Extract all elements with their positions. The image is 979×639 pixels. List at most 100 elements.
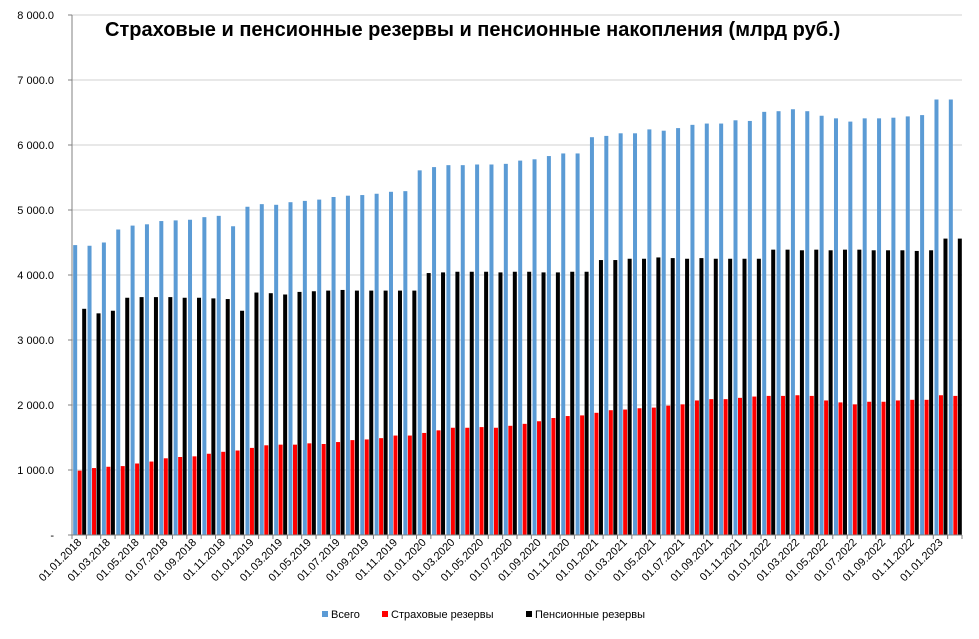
bar-total [288,202,293,535]
bar-insurance [336,442,341,535]
bar-total [862,118,867,535]
bar-pension [857,249,862,535]
bar-pension [254,292,259,535]
bar-pension [283,294,288,535]
bar-insurance [608,410,613,535]
bar-pension [96,313,101,535]
bar-total [173,220,178,535]
bar-total [776,111,781,535]
bar-insurance [221,451,226,535]
bar-total [546,156,551,536]
bar-total [403,191,408,535]
bar-total [589,137,594,535]
bar-pension [842,249,847,535]
bar-total [460,165,465,535]
bar-pension [957,238,962,535]
bar-total [475,164,480,535]
bar-insurance [666,405,671,535]
bar-total [73,245,78,535]
bar-pension [713,258,718,535]
bar-pension [125,297,130,535]
bar-insurance [522,423,527,535]
bar-insurance [881,401,886,535]
bar-pension [598,260,603,535]
bar-insurance [393,435,398,535]
bar-pension [613,260,618,535]
bar-insurance [92,468,97,535]
bar-insurance [938,395,943,535]
bar-total [101,242,106,535]
bar-insurance [163,458,168,535]
bar-total [920,115,925,535]
bar-insurance [953,395,958,535]
bar-pension [512,271,517,535]
bar-total [948,99,953,535]
bar-insurance [623,409,628,535]
bar-total [690,124,695,535]
y-tick-labels: - 1 000.0 2 000.0 3 000.0 4 000.0 5 000.0 6 00… [17,10,72,542]
bar-insurance [637,408,642,535]
bar-pension [555,272,560,535]
legend-swatch [382,611,388,617]
bar-pension [197,297,202,535]
legend-label: Всего [331,609,360,621]
bar-pension [785,249,790,535]
bar-pension [914,250,919,535]
bar-pension [699,258,704,535]
bar-total [575,153,580,535]
bar-insurance [680,404,685,535]
bar-pension [426,273,431,535]
bar-insurance [278,444,283,535]
legend-label: Пенсионные резервы [535,609,645,621]
bar-total [317,199,322,535]
bar-insurance [450,427,455,535]
bar-insurance [307,443,312,535]
bar-pension [943,238,948,535]
bar-pension [656,257,661,535]
bar-pension [311,291,316,535]
bar-total [561,153,566,535]
bar-pension [211,298,216,535]
bar-total [848,121,853,535]
bar-insurance [379,438,384,535]
bar-total [274,204,279,536]
bar-insurance [422,432,427,535]
bar-total [503,163,508,535]
bar-total [417,170,422,535]
bar-pension [929,250,934,536]
bar-total [216,215,221,535]
bar-insurance [694,400,699,535]
bar-total [719,123,724,536]
bar-pension [527,271,532,535]
bar-insurance [738,397,742,535]
bar-pension [469,271,474,535]
bar-insurance [910,399,915,535]
bar-pension [225,299,230,535]
chart-title: Страховые и пенсионные резервы и пенсион… [105,19,840,41]
bar-insurance [436,430,441,535]
bar-insurance [723,399,728,535]
bar-total [345,195,350,535]
bar-pension [642,258,647,535]
bar-pension [297,291,302,535]
bar-total [489,164,494,535]
bar-pension [182,297,187,535]
bar-insurance [766,395,771,535]
y-tick-label: 8 000.0 [17,10,54,22]
bar-total [331,197,336,535]
bar-pension [728,258,733,535]
bar-total [87,245,92,535]
bar-insurance [551,418,556,535]
bar-total [259,204,264,535]
bar-total [432,167,437,535]
bar-insurance [852,404,857,535]
bar-insurance [407,435,412,535]
bar-pension [153,297,158,535]
bar-insurance [594,412,599,535]
bar-total [733,120,738,536]
y-tick-label: 7 000.0 [17,75,54,87]
bar-pension [383,290,388,535]
bar-pension [268,293,273,535]
bar-total [877,118,882,535]
